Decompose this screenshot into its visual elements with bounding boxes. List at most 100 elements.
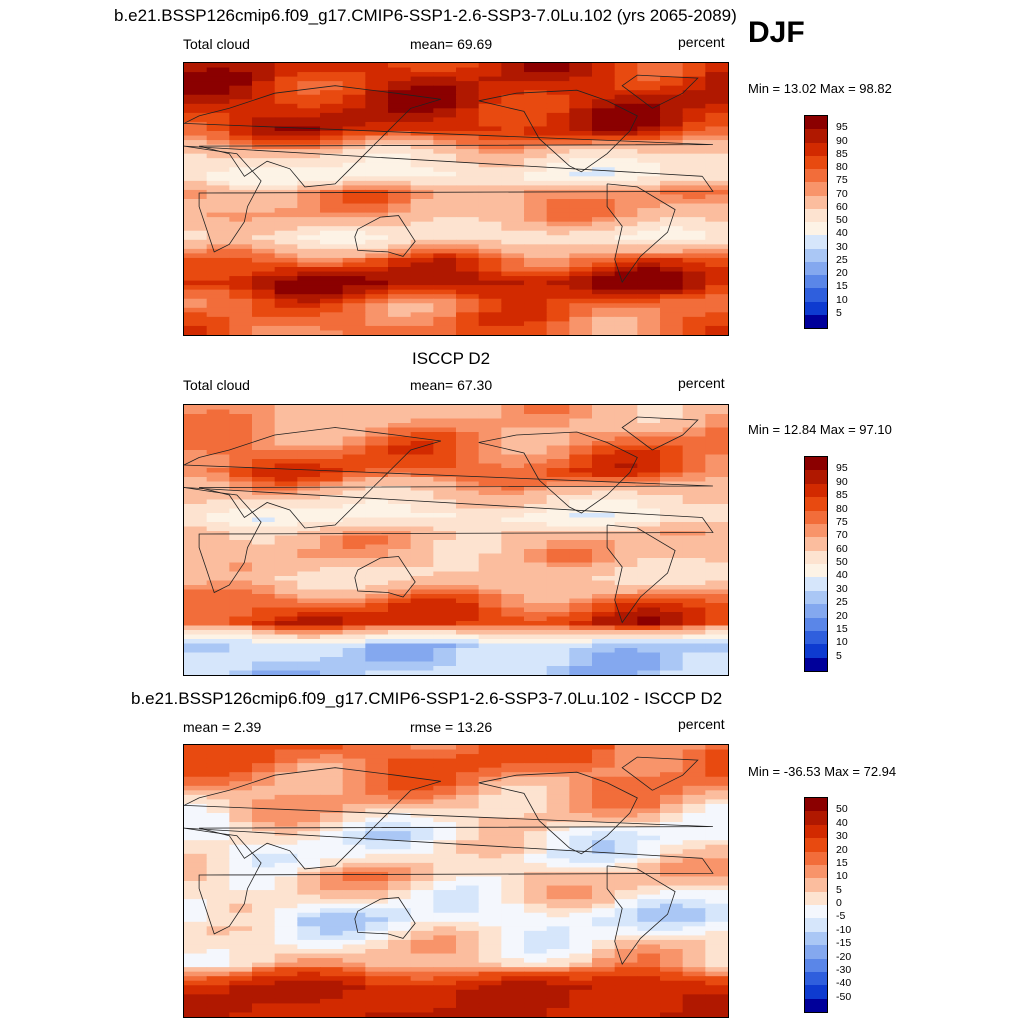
heat-cell [252, 513, 276, 519]
heat-cell [456, 540, 480, 546]
heat-cell [252, 903, 276, 909]
heat-cell [297, 607, 321, 613]
heat-cell [342, 648, 366, 654]
heat-cell [660, 953, 684, 959]
heat-cell [682, 158, 706, 164]
heat-cell [252, 944, 276, 950]
heat-cell [320, 298, 344, 304]
heat-cell [637, 441, 661, 447]
heat-cell [365, 958, 389, 964]
heat-cell [524, 248, 548, 254]
heat-cell [342, 63, 366, 69]
heat-cell [546, 921, 570, 927]
heat-cell [637, 998, 661, 1004]
heat-cell [546, 813, 570, 819]
heat-cell [569, 531, 593, 537]
heat-cell [229, 253, 253, 259]
heat-cell [456, 799, 480, 805]
heat-cell [388, 307, 412, 313]
heat-cell [705, 72, 728, 78]
heat-cell [229, 670, 253, 675]
heat-cell [569, 971, 593, 977]
heat-cell [546, 985, 570, 991]
heat-cell [501, 867, 525, 873]
heat-cell [546, 908, 570, 914]
heat-cell [388, 414, 412, 420]
heat-cell [456, 405, 480, 411]
heat-cell [274, 463, 298, 469]
heat-cell [546, 490, 570, 496]
heat-cell [501, 108, 525, 114]
heat-cell [569, 944, 593, 950]
heat-cell [660, 517, 684, 523]
heat-cell [184, 953, 208, 959]
heat-cell [184, 208, 208, 214]
heat-cell [433, 790, 457, 796]
heat-cell [456, 926, 480, 932]
heat-cell [478, 99, 502, 105]
heat-cell [320, 994, 344, 1000]
heat-cell [637, 167, 661, 173]
heat-cell [433, 67, 457, 73]
heat-cell [365, 153, 389, 159]
heat-cell [184, 903, 208, 909]
heat-cell [433, 271, 457, 277]
heat-cell [184, 652, 208, 658]
heat-cell [320, 280, 344, 286]
heat-cell [206, 589, 230, 595]
heat-cell [614, 144, 638, 150]
heat-cell [184, 280, 208, 286]
heat-cell [705, 912, 728, 918]
heat-cell [410, 1003, 434, 1009]
heat-cell [320, 803, 344, 810]
heat-cell [433, 508, 457, 514]
heat-cell [478, 162, 502, 168]
heat-cell [682, 799, 706, 805]
heat-cell [274, 558, 298, 564]
heat-cell [569, 953, 593, 959]
heat-cell [388, 108, 412, 114]
heat-cell [682, 648, 706, 654]
heat-cell [501, 140, 525, 146]
heat-cell [614, 553, 638, 559]
heat-cell [546, 81, 570, 87]
heat-cell [320, 454, 344, 460]
heat-cell [705, 418, 728, 424]
heat-cell [682, 1012, 706, 1017]
heat-cell [569, 634, 593, 640]
heat-cell [388, 490, 412, 496]
heat-cell [478, 540, 502, 546]
heat-cell [705, 194, 728, 200]
heat-cell [456, 917, 480, 923]
panel-1-units: percent [678, 34, 725, 50]
heat-cell [524, 648, 548, 654]
heat-cell [569, 72, 593, 78]
heat-cell [592, 131, 616, 137]
heat-cell [682, 267, 706, 273]
heat-cell [252, 463, 276, 469]
heat-cell [614, 944, 638, 950]
heat-cell [456, 749, 480, 755]
heat-cell [229, 257, 253, 264]
heat-cell [501, 176, 525, 182]
heat-cell [524, 316, 548, 322]
heat-cell [546, 522, 570, 528]
heat-cell [592, 472, 616, 478]
heat-cell [229, 580, 253, 586]
colorbar-tick-label: 60 [836, 200, 848, 213]
heat-cell [320, 562, 344, 568]
heat-cell [206, 976, 230, 982]
heat-cell [614, 772, 638, 778]
heat-cell [252, 72, 276, 78]
heat-cell [342, 131, 366, 137]
heat-cell [501, 235, 525, 241]
heat-cell [297, 867, 321, 873]
heat-cell [682, 881, 706, 887]
heat-cell [320, 903, 344, 909]
heat-cell [501, 112, 525, 118]
colorbar-tick-label: 5 [836, 649, 842, 662]
heat-cell [184, 531, 208, 537]
heat-cell [614, 935, 638, 941]
heat-cell [478, 754, 502, 760]
coastline [184, 145, 714, 253]
